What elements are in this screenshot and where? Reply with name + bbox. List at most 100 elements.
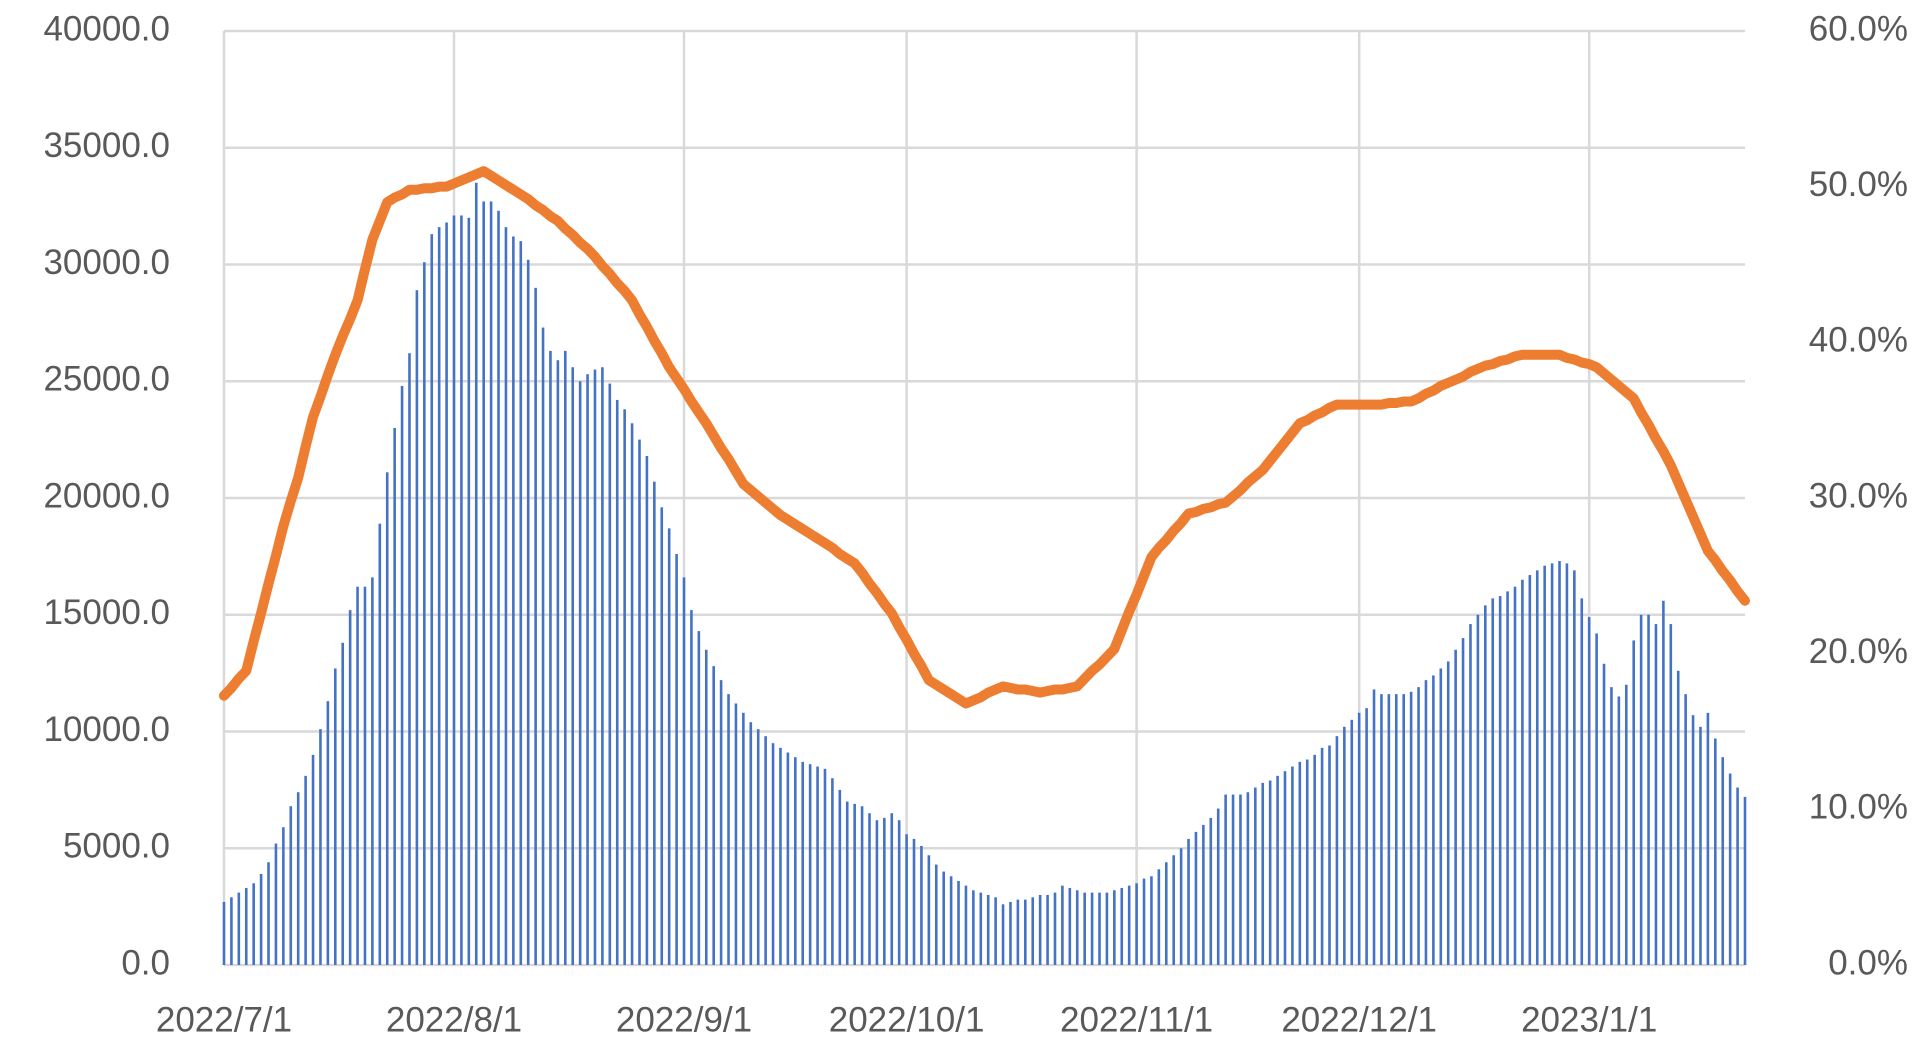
bar [549,350,552,965]
bar [1699,726,1702,965]
bar [615,399,619,965]
bar [1469,624,1472,965]
bar [1676,670,1680,965]
bar [1535,570,1539,965]
bar [408,353,411,966]
bar [1639,614,1643,965]
bar [1024,899,1027,965]
bar [237,892,241,965]
y2-tick-label: 10.0% [1809,788,1908,827]
bar [645,455,649,965]
bar [1135,883,1138,965]
bar [667,528,671,965]
bar [727,694,730,965]
bar [1305,759,1309,965]
bar [927,855,931,965]
bar [1394,694,1398,965]
bar [1179,848,1183,965]
bar [571,367,575,965]
bar [586,374,589,965]
bar [697,631,701,965]
bar [1565,563,1569,965]
bar [452,215,456,966]
bar [660,507,664,965]
bar [608,383,612,966]
y2-tick-label: 20.0% [1809,632,1908,671]
bar [831,778,834,965]
bar [764,736,767,965]
bar [319,729,322,965]
y-tick-label: 5000.0 [63,827,170,866]
bar [1350,719,1354,965]
bar [682,577,686,965]
bar [704,649,708,965]
bar [296,792,300,965]
bar [1714,738,1717,965]
bar [690,610,693,965]
bar [244,887,248,965]
bar [1098,892,1101,965]
bar [1246,792,1250,965]
bar [808,764,812,965]
bar [1157,869,1161,965]
x-tick-label: 2022/9/1 [616,1000,752,1039]
bar [675,554,678,965]
bar [341,642,345,965]
bar [734,703,738,965]
bar [653,481,656,965]
grid [222,29,1745,967]
bar [356,586,359,965]
bar [1521,579,1524,965]
bar [371,577,374,965]
bar [630,423,634,965]
bar [742,712,745,965]
bar [541,327,545,965]
bar [756,729,760,965]
bar [712,666,715,965]
bar [1357,712,1361,965]
bar [1417,687,1420,965]
y-tick-label: 20000.0 [43,476,170,515]
bar [1283,771,1287,965]
bar [474,182,478,965]
bar [1543,565,1546,965]
bar [1320,747,1324,965]
bar [489,201,493,965]
bar [1016,899,1020,965]
bar [816,766,819,965]
bar [1610,687,1613,965]
bar [897,820,901,965]
bar [1172,855,1175,965]
bar [1164,862,1168,965]
x-tick-label: 2022/8/1 [386,1000,522,1039]
bar [326,701,330,965]
bar [1038,894,1042,965]
bar [460,215,463,966]
bar [719,680,723,965]
bar [1298,761,1302,965]
y2-tick-label: 50.0% [1809,165,1908,204]
bar [437,227,441,965]
bar [1053,892,1057,965]
bar [986,894,990,965]
bar [1046,894,1049,965]
bar [1380,694,1383,965]
bar [779,747,782,965]
bar [1009,901,1012,965]
bar [430,234,434,965]
bar [519,241,523,965]
bar [1387,694,1391,965]
bar [1632,640,1636,965]
bar [786,752,790,965]
bar [445,222,448,966]
bar [1224,794,1227,965]
bar [860,806,864,965]
bar [1365,708,1368,965]
x-tick-label: 2022/7/1 [156,1000,292,1039]
bar [504,227,508,965]
bar [1587,617,1591,965]
bar [230,897,233,965]
bar [920,845,923,965]
